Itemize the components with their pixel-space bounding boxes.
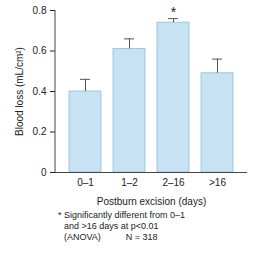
svg-text:Postburn excision (days): Postburn excision (days)	[97, 196, 207, 207]
svg-text:Blood loss (mL/cm²): Blood loss (mL/cm²)	[14, 47, 25, 136]
svg-text:0–1: 0–1	[77, 177, 94, 188]
html-text:(ANOVA) N = 318: (ANOVA) N = 318	[64, 232, 158, 242]
html-text:* Significantly different from: * Significantly different from 0–1	[58, 210, 185, 220]
svg-text:0.6: 0.6	[33, 45, 47, 56]
svg-text:0.8: 0.8	[33, 5, 47, 16]
svg-text:0.4: 0.4	[33, 86, 47, 97]
svg-text:*: *	[171, 4, 177, 20]
svg-text:0.2: 0.2	[33, 126, 47, 137]
svg-text:0: 0	[41, 167, 47, 178]
html-text:and >16 days at p<0.01: and >16 days at p<0.01	[64, 221, 159, 231]
svg-text:1–2: 1–2	[121, 177, 138, 188]
svg-text:2–16: 2–16	[162, 177, 185, 188]
svg-text:>16: >16	[209, 177, 226, 188]
